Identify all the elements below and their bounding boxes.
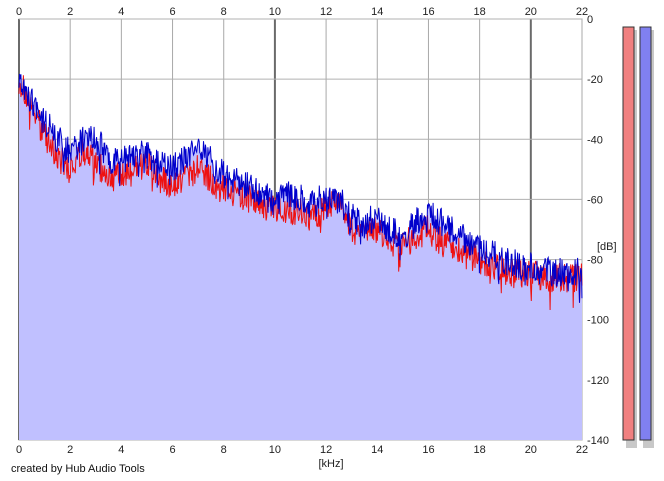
- y-tick-label: -140: [587, 435, 609, 447]
- x-axis-bottom: 0 2 4 6 8 10 12 14 16 18 20 22: [16, 444, 588, 456]
- series-line-2: [18, 73, 583, 303]
- channel-meter-2: [639, 26, 652, 441]
- y-axis-right: 0 -20 -40 -60 -80 -100 -120 -140: [587, 14, 609, 447]
- spectrum-fill: [19, 73, 582, 441]
- footer-credit: created by Hub Audio Tools: [11, 463, 145, 475]
- x-tick-label-bottom: 22: [576, 444, 588, 456]
- y-axis-label: [dB]: [597, 241, 617, 253]
- x-tick-label-bottom: 18: [474, 444, 486, 456]
- x-tick-label-top: 4: [118, 6, 124, 18]
- x-tick-label-top: 8: [221, 6, 227, 18]
- channel-level-meters: [622, 26, 654, 448]
- x-axis-label: [kHz]: [318, 458, 343, 470]
- x-tick-label-bottom: 14: [371, 444, 383, 456]
- x-tick-label-top: 20: [525, 6, 537, 18]
- x-tick-label-top: 22: [576, 6, 588, 18]
- x-tick-label-top: 12: [320, 6, 332, 18]
- x-tick-label-bottom: 2: [67, 444, 73, 456]
- x-tick-label-bottom: 12: [320, 444, 332, 456]
- y-tick-label: 0: [587, 14, 593, 26]
- x-tick-label-top: 10: [269, 6, 281, 18]
- x-axis-top: 0 2 4 6 8 10 12 14 16 18 20 22: [16, 6, 588, 18]
- x-tick-label-bottom: 0: [16, 444, 22, 456]
- x-tick-label-top: 2: [67, 6, 73, 18]
- x-tick-label-top: 16: [422, 6, 434, 18]
- x-tick-label-top: 18: [474, 6, 486, 18]
- x-tick-label-bottom: 20: [525, 444, 537, 456]
- x-tick-label-bottom: 6: [169, 444, 175, 456]
- x-tick-label-bottom: 4: [118, 444, 124, 456]
- y-tick-label: -20: [587, 74, 603, 86]
- spectrum-series: [18, 73, 583, 311]
- x-tick-label-bottom: 8: [221, 444, 227, 456]
- y-tick-label: -120: [587, 375, 609, 387]
- y-tick-label: -60: [587, 194, 603, 206]
- x-tick-label-top: 0: [16, 6, 22, 18]
- channel-meter-1: [622, 26, 635, 441]
- x-tick-label-bottom: 16: [422, 444, 434, 456]
- y-tick-label: -40: [587, 134, 603, 146]
- spectrum-fill-area: [19, 73, 582, 441]
- x-tick-label-top: 6: [169, 6, 175, 18]
- x-tick-label-bottom: 10: [269, 444, 281, 456]
- y-tick-label: -80: [587, 255, 603, 267]
- y-tick-label: -100: [587, 315, 609, 327]
- x-tick-label-top: 14: [371, 6, 383, 18]
